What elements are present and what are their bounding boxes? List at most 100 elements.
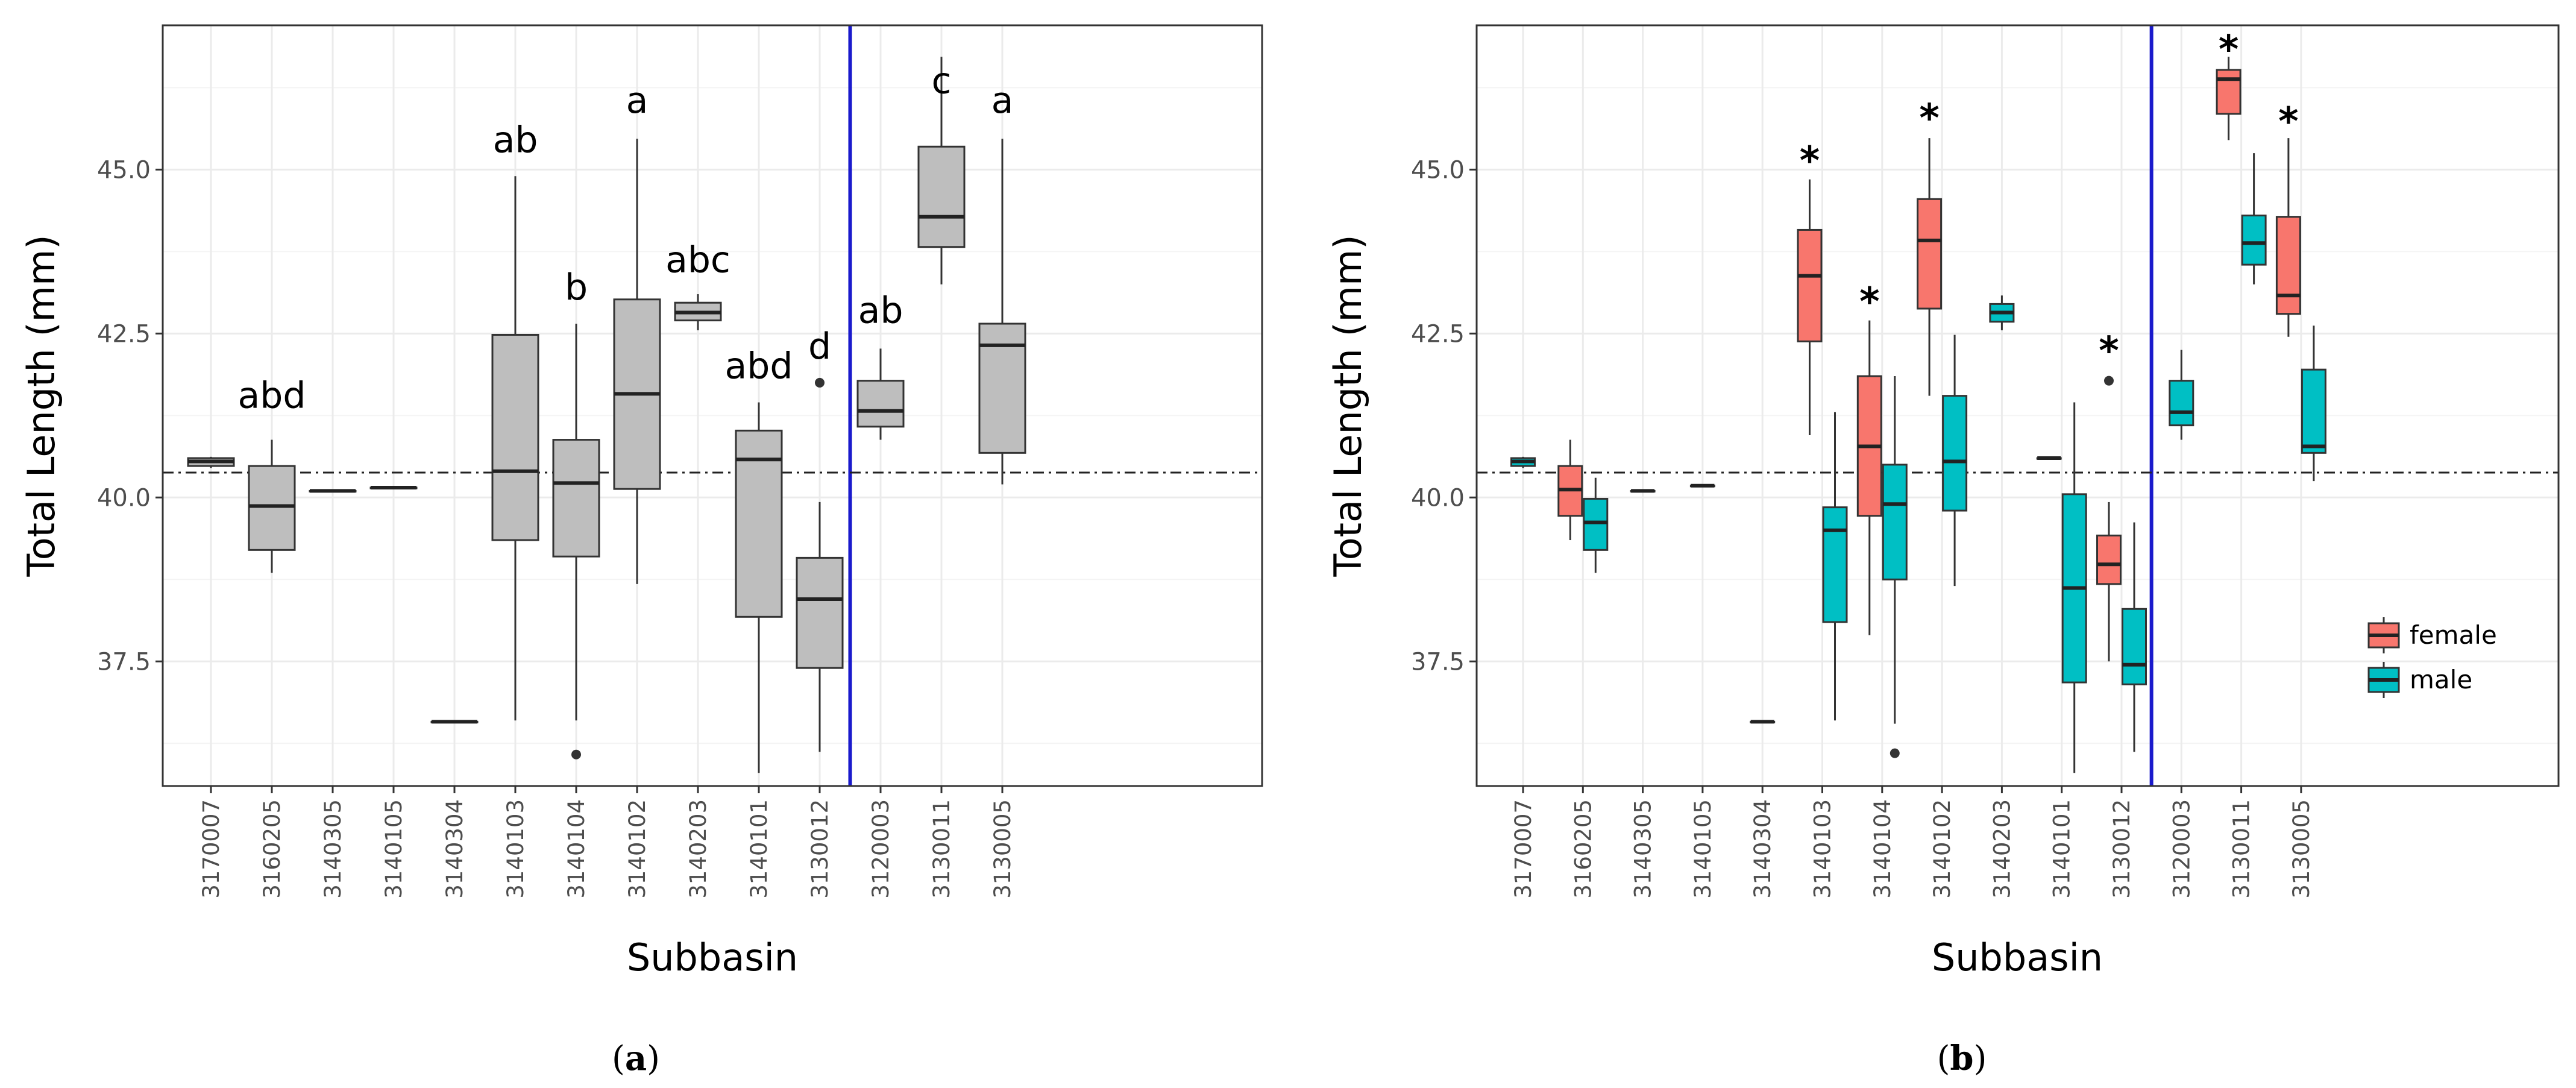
iqr-box xyxy=(856,380,905,428)
significance-label: abd xyxy=(725,345,793,388)
iqr-box xyxy=(491,334,539,541)
x-tick-label: 3130005 xyxy=(990,799,1016,899)
iqr-box xyxy=(2275,216,2301,315)
iqr-box xyxy=(796,556,844,669)
minor-gridlines-a xyxy=(163,87,1262,744)
box-female-3140101 xyxy=(2036,456,2062,461)
significance-label: * xyxy=(2099,329,2119,374)
panel-border-a xyxy=(162,24,1263,787)
y-tick-label: 42.5 xyxy=(97,320,151,348)
x-tick-label: 3140105 xyxy=(381,799,407,899)
x-tick-label: 3130011 xyxy=(929,799,955,899)
iqr-box xyxy=(1797,228,1823,342)
iqr-box xyxy=(2169,380,2194,427)
x-axis-a: 3170007 3160205 3140305 3140105 3140304 31401… xyxy=(198,786,1016,899)
x-axis-title-b: Subbasin xyxy=(1932,935,2103,980)
y-axis-b: 37.5 40.0 42.5 45.0 xyxy=(1411,156,1477,676)
legend-b: female male xyxy=(2367,617,2497,698)
significance-label: b xyxy=(565,266,588,309)
x-tick-label: 3140104 xyxy=(564,799,589,899)
box-female-3130011 xyxy=(2216,57,2241,140)
box-female-3140104 xyxy=(1856,320,1882,635)
iqr-box xyxy=(735,429,783,618)
boxplots-b xyxy=(1510,57,2326,773)
x-tick-label: 3140103 xyxy=(1810,799,1836,899)
box-female-3130005 xyxy=(2275,138,2301,337)
significance-label: a xyxy=(991,80,1014,122)
outlier-point xyxy=(571,749,581,759)
x-tick-label: 3130012 xyxy=(807,799,833,899)
significance-label: * xyxy=(1919,96,1939,141)
box-female-3160205 xyxy=(1557,439,1583,541)
box-all-3140104 xyxy=(552,324,600,759)
x-tick-label: 3120003 xyxy=(868,799,894,899)
box-female-3140102 xyxy=(1917,138,1943,396)
box-male-3140101 xyxy=(2061,402,2087,773)
box-male-3170007 xyxy=(1510,456,1536,468)
plot-area-b xyxy=(1477,25,2559,786)
x-tick-label: 3140101 xyxy=(746,799,772,899)
x-tick-label: 3140101 xyxy=(2049,799,2075,899)
panel-label-a: a xyxy=(625,1039,647,1078)
box-male-3140203 xyxy=(1989,295,2015,330)
box-all-3170007 xyxy=(187,456,235,468)
x-tick-label: 3140304 xyxy=(442,799,468,899)
legend-label: male xyxy=(2410,665,2472,694)
y-tick-label: 40.0 xyxy=(97,484,151,512)
box-all-3120003 xyxy=(856,348,905,440)
outlier-point xyxy=(815,377,825,388)
box-male-3140103 xyxy=(1822,412,1848,721)
x-tick-label: 3170007 xyxy=(198,799,224,899)
x-tick-label: 3140305 xyxy=(1630,799,1656,899)
box-all-3130011 xyxy=(917,57,966,285)
x-tick-label: 3140103 xyxy=(503,799,529,899)
box-male-3130011 xyxy=(2241,153,2267,285)
significance-label: c xyxy=(932,60,952,102)
iqr-box xyxy=(2301,368,2326,454)
iqr-box xyxy=(2216,69,2241,115)
box-all-3140103 xyxy=(491,176,539,721)
iqr-box xyxy=(1583,497,1609,551)
minor-gridlines-b xyxy=(1477,87,2559,744)
x-tick-label: 3140203 xyxy=(685,799,711,899)
box-male-3140102 xyxy=(1942,335,1968,586)
x-axis-b: 3170007 3160205 3140305 3140105 3140304 31401… xyxy=(1510,786,2314,899)
significance-label: * xyxy=(2278,99,2298,144)
box-male-3130005 xyxy=(2301,325,2326,482)
significance-label: abd xyxy=(238,375,306,417)
iqr-box xyxy=(2096,534,2122,585)
x-tick-label: 3170007 xyxy=(1510,799,1536,899)
y-tick-label: 40.0 xyxy=(1411,484,1465,512)
box-all-3140203 xyxy=(674,294,722,330)
x-tick-label: 3130011 xyxy=(2229,799,2255,899)
significance-label: ab xyxy=(493,119,538,161)
box-all-3140101 xyxy=(735,402,783,773)
panel-b: * * * * * * female male 37.5 40.0 42.5 45.0 31700… xyxy=(1326,24,2560,1078)
box-male-3120003 xyxy=(2169,350,2194,440)
boxplots-a xyxy=(187,57,1026,773)
box-all-3130012 xyxy=(796,377,844,752)
x-tick-label: 3140105 xyxy=(1690,799,1716,899)
x-tick-label: 3130005 xyxy=(2289,799,2314,899)
iqr-box xyxy=(552,439,600,558)
y-tick-label: 42.5 xyxy=(1411,320,1465,348)
outlier-point xyxy=(2104,376,2114,386)
significance-label: * xyxy=(1800,139,1820,184)
panel-caption-a: (a) xyxy=(612,1039,660,1078)
y-tick-label: 45.0 xyxy=(1411,156,1465,184)
x-tick-label: 3120003 xyxy=(2169,799,2194,899)
iqr-box xyxy=(248,465,296,551)
iqr-box xyxy=(917,145,966,248)
x-tick-label: 3140203 xyxy=(1989,799,2015,899)
panel-caption-b: (b) xyxy=(1937,1039,1987,1078)
iqr-box xyxy=(2122,608,2147,685)
box-male-3130012 xyxy=(2122,522,2147,752)
x-axis-title-a: Subbasin xyxy=(627,935,798,980)
iqr-box xyxy=(1882,464,1908,580)
significance-label: abc xyxy=(665,239,730,281)
x-tick-label: 3160205 xyxy=(259,799,285,899)
x-tick-label: 3130012 xyxy=(2109,799,2135,899)
box-female-3130012 xyxy=(2096,376,2122,662)
